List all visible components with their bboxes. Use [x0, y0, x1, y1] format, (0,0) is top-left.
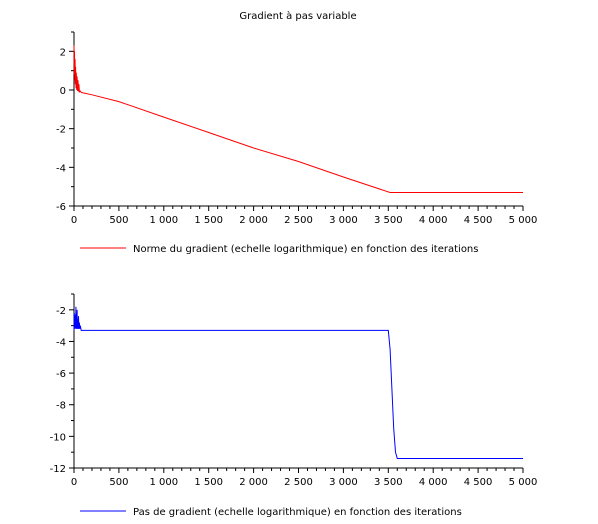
series-line [73, 306, 523, 459]
x-tick-label: 5 000 [509, 215, 538, 226]
x-tick-label: 3 000 [329, 477, 358, 488]
y-tick-label: -12 [50, 464, 66, 475]
x-tick-label: 1 000 [149, 215, 178, 226]
x-tick-label: 0 [71, 477, 77, 488]
y-tick-label: -4 [56, 163, 66, 174]
legend-label: Norme du gradient (echelle logarithmique… [133, 244, 478, 255]
x-tick-label: 2 000 [239, 215, 268, 226]
x-tick-label: 4 000 [419, 477, 448, 488]
y-tick-label: -6 [56, 369, 66, 380]
x-tick-label: 2 000 [239, 477, 268, 488]
x-tick-label: 1 500 [194, 477, 223, 488]
y-tick-label: 2 [60, 47, 66, 58]
bottom-plot: 0 500 1 000 1 500 2 000 2 500 3 000 3 500 4 000 4… [50, 293, 538, 518]
y-tick-label: -2 [56, 125, 66, 136]
x-tick-label: 500 [109, 477, 128, 488]
series-line [73, 45, 523, 193]
y-tick-label: -8 [56, 401, 66, 412]
x-tick-label: 4 500 [464, 477, 493, 488]
x-tick-label: 2 500 [284, 215, 313, 226]
x-tick-label: 1 500 [194, 215, 223, 226]
figure-title: Gradient à pas variable [239, 10, 356, 22]
x-tick-label: 3 000 [329, 215, 358, 226]
x-tick-label: 3 500 [374, 477, 403, 488]
x-tick-label: 5 000 [509, 477, 538, 488]
y-tick-label: 0 [60, 86, 66, 97]
y-tick-label: -4 [56, 337, 66, 348]
x-tick-label: 4 500 [464, 215, 493, 226]
x-tick-label: 4 000 [419, 215, 448, 226]
x-tick-label: 500 [109, 215, 128, 226]
x-tick-label: 2 500 [284, 477, 313, 488]
top-plot: 0 500 1 000 1 500 2 000 2 500 3 000 3 500 4 000 4… [56, 31, 538, 255]
x-tick-label: 0 [71, 215, 77, 226]
y-tick-label: -2 [56, 306, 66, 317]
y-tick-label: -10 [50, 432, 66, 443]
x-tick-label: 1 000 [149, 477, 178, 488]
y-tick-label: -6 [56, 202, 66, 213]
legend-label: Pas de gradient (echelle logarithmique) … [133, 507, 462, 518]
x-tick-label: 3 500 [374, 215, 403, 226]
